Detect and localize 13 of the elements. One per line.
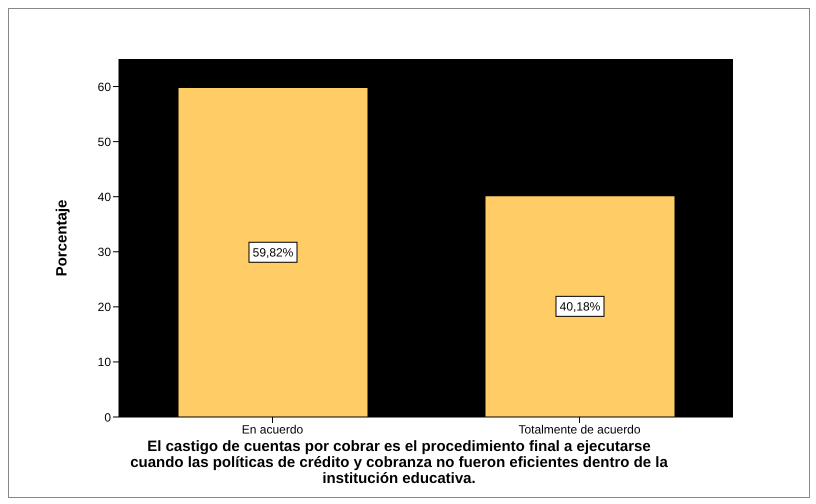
data-label: 59,82% xyxy=(252,245,294,260)
y-tick-label: 50 xyxy=(98,134,112,149)
x-tick-label: Totalmente de acuerdo xyxy=(518,422,641,437)
x-tick-label: En acuerdo xyxy=(242,422,304,437)
y-tick-label: 30 xyxy=(98,245,112,260)
y-tick-label: 0 xyxy=(104,410,112,424)
y-tick-label: 10 xyxy=(98,355,112,370)
y-tick-label: 20 xyxy=(98,300,112,314)
x-axis-title: El castigo de cuentas por cobrar es el procedimiento final a ejecutarse cuando las políticas de crédito y cobranza no fueron eficientes dentro de la institución educativa. xyxy=(129,438,669,487)
y-axis-title: Porcentaje xyxy=(53,200,70,276)
data-label: 40,18% xyxy=(560,299,601,314)
y-tick-label: 40 xyxy=(98,190,112,204)
y-tick-label: 60 xyxy=(98,80,112,94)
